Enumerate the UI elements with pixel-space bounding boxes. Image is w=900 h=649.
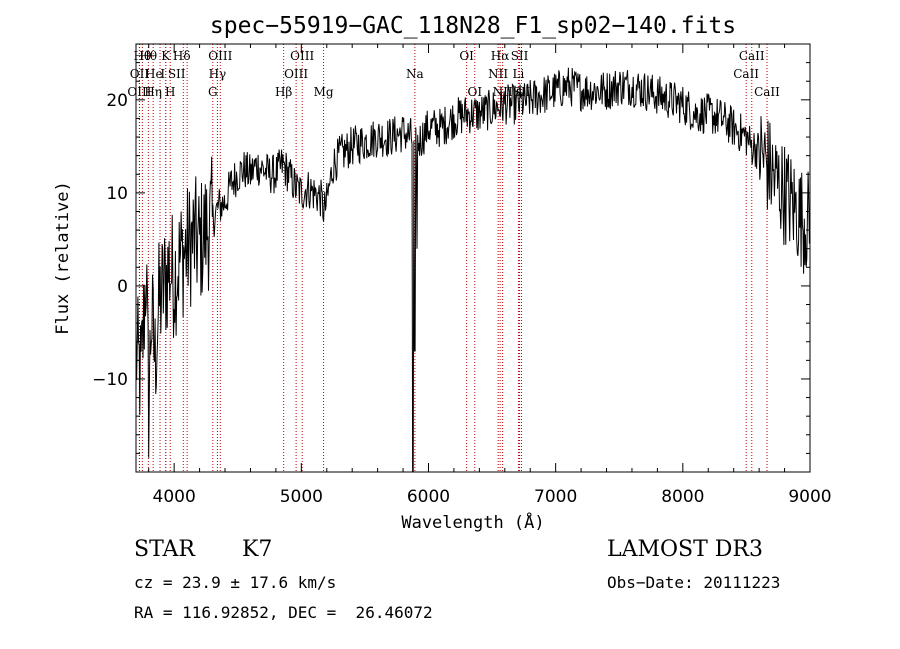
- object-subclass: K7: [242, 537, 273, 562]
- line-marker-label: SII: [513, 85, 531, 99]
- spectrum-chart: spec−55919−GAC_118N28_F1_sp02−140.fits H…: [53, 13, 832, 533]
- line-marker-label: CaII: [739, 49, 765, 63]
- y-tick-label: 20: [106, 91, 128, 111]
- line-marker-label: NII: [488, 67, 508, 81]
- chart-title: spec−55919−GAC_118N28_F1_sp02−140.fits: [210, 13, 736, 39]
- x-tick-label: 7000: [534, 487, 577, 507]
- obs-date: Obs−Date: 20111223: [607, 573, 781, 592]
- line-marker-label: OIII: [127, 85, 151, 99]
- y-tick-label: 0: [117, 277, 128, 297]
- x-tick-label: 8000: [661, 487, 704, 507]
- coords-text: RA = 116.92852, DEC = 26.46072: [134, 603, 433, 622]
- line-marker-label: OIII: [208, 49, 232, 63]
- line-marker-label: SII: [511, 49, 529, 63]
- line-marker-labels: Hθ OII OIII Hθ Hη He KIH SII Hδ G Hγ OIII Hβ OIII OIII…: [127, 49, 780, 99]
- line-marker-label: He: [145, 67, 163, 81]
- x-tick-label: 6000: [407, 487, 450, 507]
- x-tick-label: 5000: [280, 487, 323, 507]
- x-tick-label: 4000: [153, 487, 196, 507]
- plot-frame: [135, 43, 811, 473]
- line-marker-label: Hθ: [139, 49, 157, 63]
- survey-name: LAMOST DR3: [607, 537, 763, 562]
- line-marker-label: Li: [512, 67, 524, 81]
- y-tick-label: 10: [106, 184, 128, 204]
- line-marker-label: Hη: [144, 85, 162, 99]
- line-marker-label: Hθ: [134, 49, 152, 63]
- spectrum-line: [135, 67, 811, 473]
- line-marker-label: OI: [467, 85, 482, 99]
- y-axis-ticks: −10 0 10 20: [92, 43, 810, 454]
- x-axis-label: Wavelength (Å): [401, 511, 544, 533]
- y-axis-label: Flux (relative): [53, 181, 73, 335]
- line-marker-label: Hα: [491, 49, 510, 63]
- line-marker-label: OII: [130, 67, 150, 81]
- line-marker-label: OIII: [284, 67, 308, 81]
- line-marker-label: Na: [406, 67, 424, 81]
- line-marker-label: SII: [168, 67, 186, 81]
- line-marker-label: G: [208, 85, 218, 99]
- line-marker-label: OI: [459, 49, 474, 63]
- line-marker-label: I: [160, 67, 165, 81]
- x-tick-label: 9000: [788, 487, 831, 507]
- line-marker-label: K: [161, 49, 171, 63]
- line-marker-label: CaII: [733, 67, 759, 81]
- line-marker-label: Hβ: [275, 85, 292, 99]
- line-marker-label: OIII: [290, 49, 314, 63]
- object-class: STAR: [134, 537, 195, 562]
- velocity-text: cz = 23.9 ± 17.6 km/s: [134, 573, 337, 592]
- x-axis-ticks: 4000 5000 6000 7000 8000 9000: [148, 44, 832, 507]
- line-marker-label: Hγ: [209, 67, 227, 81]
- line-marker-label: Hδ: [173, 49, 191, 63]
- line-marker-label: CaII: [754, 85, 780, 99]
- line-marker-label: Mg: [314, 85, 334, 99]
- y-tick-label: −10: [92, 370, 128, 390]
- line-marker-label: H: [165, 85, 175, 99]
